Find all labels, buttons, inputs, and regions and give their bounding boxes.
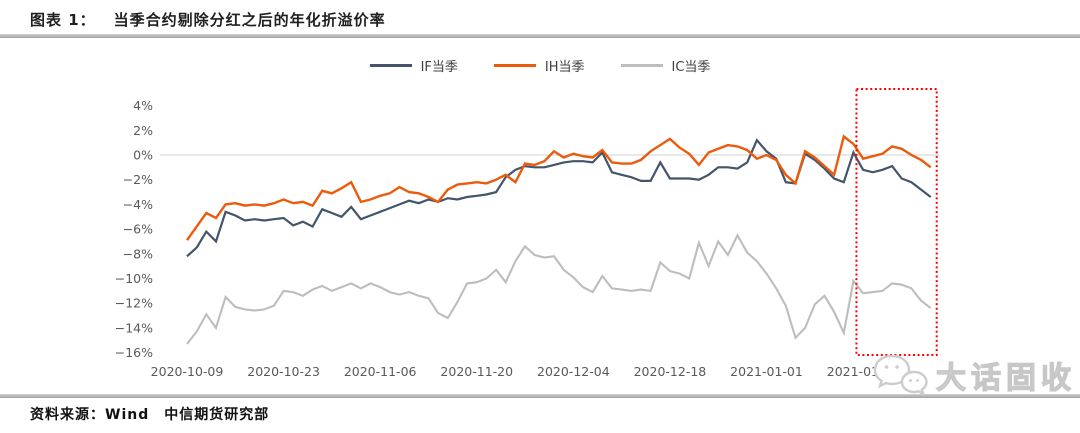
x-axis-tick-label: 2020-10-23 — [247, 364, 320, 379]
y-axis-tick-label: −12% — [115, 296, 153, 311]
top-divider — [0, 34, 1080, 38]
y-axis-tick-label: −10% — [115, 271, 153, 286]
y-axis-tick-label: −2% — [123, 172, 153, 187]
bottom-divider — [0, 394, 1080, 398]
figure-header: 图表 1： 当季合约剔除分红之后的年化折溢价率 — [30, 9, 386, 30]
y-axis-tick-label: −4% — [123, 197, 153, 212]
figure-number-label: 图表 1： — [30, 11, 96, 29]
y-axis-tick-label: −16% — [115, 345, 153, 360]
y-axis-tick-label: 2% — [133, 123, 153, 138]
if-line-swatch — [369, 64, 412, 67]
legend-label-if: IF当季 — [420, 60, 458, 75]
source-text: 资料来源：Wind 中信期货研究部 — [30, 407, 270, 423]
source-line: 资料来源：Wind 中信期货研究部 — [30, 404, 269, 424]
x-axis-tick-label: 2020-12-04 — [537, 364, 610, 379]
x-axis-tick-label: 2020-12-18 — [634, 364, 707, 379]
legend-label-ic: IC当季 — [671, 60, 711, 75]
x-axis-tick-label: 2021-01-01 — [730, 364, 803, 379]
legend-item-ic: IC当季 — [620, 56, 711, 75]
legend-item-if: IF当季 — [369, 56, 458, 75]
watermark: 大话固收 — [872, 352, 1076, 398]
ih-line-swatch — [493, 64, 536, 67]
x-axis-tick-label: 2020-11-06 — [344, 364, 417, 379]
series-line-if-quarterly — [186, 138, 932, 258]
ic-line-swatch — [620, 64, 663, 67]
chart-legend: IF当季 IH当季 IC当季 — [0, 56, 1080, 75]
series-line-ic-quarterly — [186, 233, 932, 345]
y-axis-tick-label: −6% — [123, 222, 153, 237]
legend-label-ih: IH当季 — [544, 60, 585, 75]
watermark-text: 大话固收 — [935, 360, 1076, 396]
series-line-ih-quarterly — [186, 134, 932, 241]
y-axis-tick-label: −14% — [115, 320, 153, 335]
y-axis-tick-label: 0% — [133, 148, 153, 163]
highlight-box — [855, 88, 938, 356]
figure-title: 当季合约剔除分红之后的年化折溢价率 — [113, 11, 386, 29]
legend-item-ih: IH当季 — [493, 56, 585, 75]
y-axis-tick-label: 4% — [133, 98, 153, 113]
y-axis-tick-label: −8% — [123, 246, 153, 261]
x-axis-tick-label: 2020-10-09 — [151, 364, 224, 379]
chat-bubbles-icon — [873, 354, 928, 396]
x-axis-tick-label: 2020-11-20 — [440, 364, 513, 379]
